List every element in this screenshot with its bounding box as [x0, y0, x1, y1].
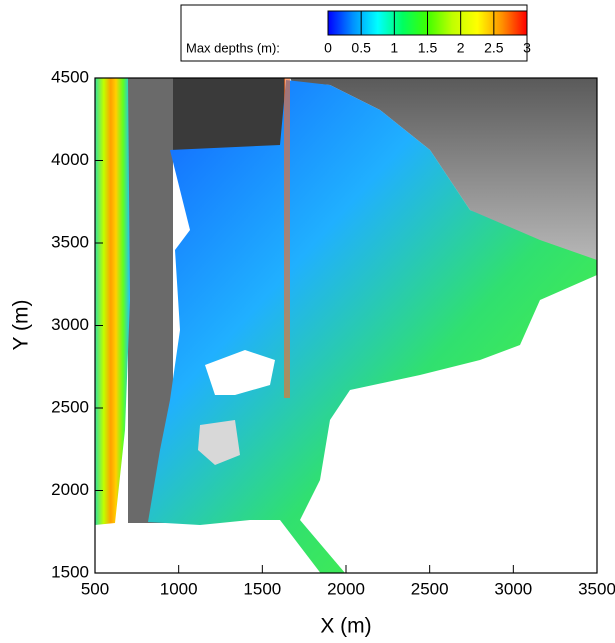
colorbar-tick-label: 3	[523, 40, 531, 56]
x-tick-label: 2000	[327, 579, 365, 598]
y-tick-label: 2500	[51, 397, 89, 416]
y-axis-label: Y (m)	[10, 300, 33, 351]
colorbar-tick-label: 2	[457, 40, 465, 56]
x-tick-label: 3500	[578, 579, 615, 598]
x-tick-label: 1000	[160, 579, 198, 598]
y-tick-label: 4500	[51, 67, 89, 86]
x-axis-label: X (m)	[320, 615, 371, 638]
colorbar-label: Max depths (m):	[186, 40, 280, 55]
y-tick-label: 3000	[51, 315, 89, 334]
y-tick-label: 1500	[51, 562, 89, 581]
x-tick-label: 2500	[411, 579, 449, 598]
y-tick-label: 4000	[51, 150, 89, 169]
y-tick-label: 3500	[51, 232, 89, 251]
x-tick-label: 1500	[243, 579, 281, 598]
y-tick-label: 2000	[51, 480, 89, 499]
colorbar-tick-label: 1	[390, 40, 398, 56]
colorbar-tick-label: 2.5	[484, 40, 504, 56]
x-tick-label: 500	[81, 579, 109, 598]
colorbar-tick-label: 0	[324, 40, 332, 56]
map-raster	[95, 78, 597, 573]
colorbar-tick-label: 0.5	[351, 40, 371, 56]
x-tick-label: 3000	[494, 579, 532, 598]
colorbar-tick-label: 1.5	[418, 40, 438, 56]
